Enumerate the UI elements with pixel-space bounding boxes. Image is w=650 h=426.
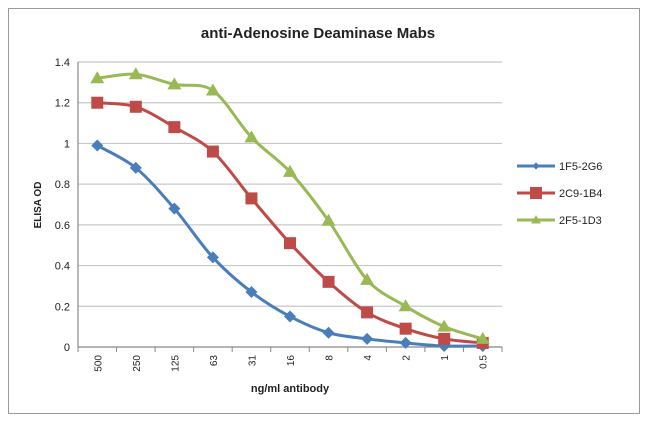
y-tick-label: 0.8 xyxy=(55,179,70,191)
x-tick-label: 500 xyxy=(93,355,104,372)
triangle-marker xyxy=(360,272,375,285)
square-marker xyxy=(245,192,258,205)
x-tick-label: 2 xyxy=(402,355,413,361)
chart-frame xyxy=(8,8,640,414)
x-tick-label: 125 xyxy=(170,355,181,372)
x-tick-label: 0.5 xyxy=(479,355,490,369)
series-1F5-2G6 xyxy=(91,139,489,352)
x-tick-label: 31 xyxy=(247,355,258,367)
series-2F5-1D3 xyxy=(90,67,490,344)
y-tick-label: 0.4 xyxy=(55,261,70,273)
diamond-marker xyxy=(284,310,296,323)
triangle-marker xyxy=(205,83,220,96)
diamond-marker xyxy=(129,161,142,174)
square-marker xyxy=(399,322,412,335)
x-tick-label: 1 xyxy=(440,355,451,361)
chart-title: anti-Adenosine Deaminase Mabs xyxy=(201,25,435,42)
y-tick-label: 1.4 xyxy=(55,57,70,69)
y-tick-label: 0 xyxy=(64,342,70,354)
y-tick-label: 0.2 xyxy=(55,301,70,313)
triangle-marker xyxy=(90,71,105,84)
diamond-marker xyxy=(206,251,219,264)
x-tick-label: 63 xyxy=(209,355,220,367)
square-marker xyxy=(91,96,104,109)
x-tick-label: 8 xyxy=(325,355,336,361)
triangle-marker xyxy=(128,67,143,80)
y-tick-label: 1 xyxy=(64,138,70,150)
diamond-marker xyxy=(322,326,335,339)
series-line xyxy=(97,101,483,345)
triangle-marker xyxy=(475,331,490,344)
y-axis-label: ELISA OD xyxy=(33,182,44,229)
square-marker xyxy=(129,100,142,113)
legend-triangle-marker xyxy=(531,215,541,224)
legend-label: 1F5-2G6 xyxy=(559,161,602,173)
square-marker xyxy=(438,332,451,345)
square-marker xyxy=(361,306,374,319)
x-tick-label: 250 xyxy=(132,355,143,372)
triangle-marker xyxy=(167,77,182,90)
triangle-marker xyxy=(437,319,452,332)
legend-label: 2F5-1D3 xyxy=(559,215,602,227)
legend-diamond-marker xyxy=(532,162,540,170)
diamond-marker xyxy=(245,286,258,299)
x-axis-label: ng/ml antibody xyxy=(251,383,330,395)
legend-square-marker xyxy=(530,187,542,199)
triangle-marker xyxy=(244,130,259,143)
diamond-marker xyxy=(168,202,181,215)
x-tick-label: 16 xyxy=(286,355,297,367)
diamond-marker xyxy=(91,139,104,152)
square-marker xyxy=(322,275,335,288)
square-marker xyxy=(168,121,181,134)
square-marker xyxy=(206,145,219,158)
triangle-marker xyxy=(321,213,336,226)
series-line xyxy=(97,72,484,341)
square-marker xyxy=(284,237,296,250)
triangle-marker xyxy=(283,164,297,177)
x-tick-label: 4 xyxy=(363,355,374,361)
diamond-marker xyxy=(361,332,374,345)
legend-label: 2C9-1B4 xyxy=(559,188,602,200)
y-tick-label: 1.2 xyxy=(55,98,70,110)
diamond-marker xyxy=(399,336,412,349)
y-tick-label: 0.6 xyxy=(55,220,70,232)
triangle-marker xyxy=(398,299,413,312)
